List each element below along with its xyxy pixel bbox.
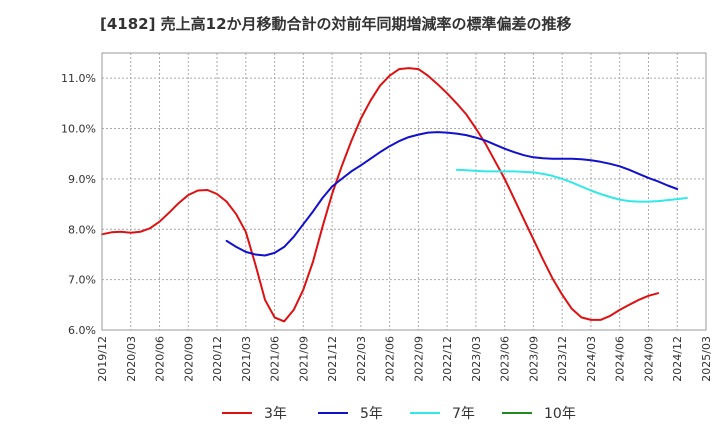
y-tick-label: 8.0% bbox=[68, 223, 96, 236]
series-line-5年 bbox=[225, 131, 679, 257]
x-tick-label: 2022/12 bbox=[441, 336, 454, 382]
series-lines bbox=[101, 67, 688, 323]
x-tick-label: 2024/03 bbox=[585, 336, 598, 382]
y-tick-label: 9.0% bbox=[68, 173, 96, 186]
x-tick-label: 2023/03 bbox=[470, 336, 483, 382]
x-tick-label: 2022/06 bbox=[384, 336, 397, 382]
x-tick-label: 2022/09 bbox=[412, 336, 425, 382]
y-tick-label: 10.0% bbox=[61, 123, 96, 136]
x-tick-label: 2021/09 bbox=[297, 336, 310, 382]
x-tick-label: 2021/03 bbox=[240, 336, 253, 382]
legend: 3年 5年 7年 10年 bbox=[222, 406, 576, 422]
y-tick-label: 7.0% bbox=[68, 274, 96, 287]
x-tick-label: 2021/12 bbox=[326, 336, 339, 382]
x-tick-label: 2020/09 bbox=[182, 336, 195, 382]
plot-frame bbox=[101, 52, 707, 331]
x-tick-label: 2022/03 bbox=[355, 336, 368, 382]
x-tick-label: 2023/09 bbox=[527, 336, 540, 382]
series-line-3年 bbox=[101, 67, 660, 323]
x-axis-ticks: 2019/12 2020/03 2020/06 2020/09 2020/12 2021/… bbox=[96, 336, 713, 382]
x-tick-label: 2024/06 bbox=[614, 336, 627, 382]
y-axis-ticks: 6.0% 7.0% 8.0% 9.0% 10.0% 11.0% bbox=[61, 72, 96, 337]
x-tick-label: 2019/12 bbox=[96, 336, 109, 382]
x-tick-label: 2023/06 bbox=[499, 336, 512, 382]
x-tick-label: 2020/06 bbox=[154, 336, 167, 382]
series-line-7年 bbox=[455, 168, 688, 203]
x-tick-label: 2020/12 bbox=[211, 336, 224, 382]
chart-title: [4182] 売上高12か月移動合計の対前年同期増減率の標準偏差の推移 bbox=[100, 15, 572, 33]
x-tick-label: 2024/09 bbox=[642, 336, 655, 382]
y-tick-label: 11.0% bbox=[61, 72, 96, 85]
legend-label: 10年 bbox=[544, 406, 576, 422]
grid-lines bbox=[101, 53, 707, 331]
x-tick-label: 2025/03 bbox=[700, 336, 713, 382]
legend-label: 7年 bbox=[452, 406, 475, 422]
x-tick-label: 2020/03 bbox=[125, 336, 138, 382]
x-tick-label: 2021/06 bbox=[269, 336, 282, 382]
legend-label: 5年 bbox=[360, 406, 383, 422]
y-tick-label: 6.0% bbox=[68, 324, 96, 337]
legend-label: 3年 bbox=[264, 406, 287, 422]
x-tick-label: 2023/12 bbox=[556, 336, 569, 382]
x-tick-label: 2024/12 bbox=[671, 336, 684, 382]
